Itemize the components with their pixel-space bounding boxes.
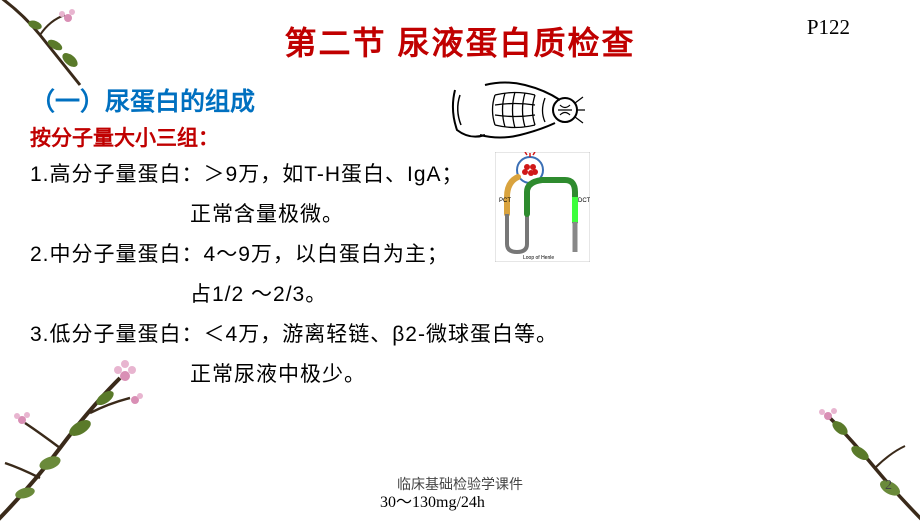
sub-heading: 按分子量大小三组： xyxy=(30,122,219,152)
list-item-2-cont: 占1/2 ～2/3。 xyxy=(190,278,327,308)
list-item-2: 2.中分子量蛋白：4～9万，以白蛋白为主； xyxy=(30,238,449,268)
page-number: 2 xyxy=(885,478,892,494)
nephron-diagram-icon: PCT DCT Loop of Henle xyxy=(495,152,590,262)
dct-label: DCT xyxy=(578,198,590,204)
footer-range-text: 30～130mg/24h xyxy=(380,488,485,512)
list-item-1-cont: 正常含量极微。 xyxy=(190,198,344,228)
list-item-3-cont: 正常尿液中极少。 xyxy=(190,358,366,388)
list-item-3: 3.低分子量蛋白：＜4万，游离轻链、β2-微球蛋白等。 xyxy=(30,318,558,348)
branch-bottom-left-icon xyxy=(0,348,190,528)
pct-label: PCT xyxy=(499,198,511,204)
glomerulus-sketch-icon xyxy=(445,75,590,145)
list-item-1: 1.高分子量蛋白：＞9万，如T-H蛋白、IgA； xyxy=(30,158,464,188)
branch-bottom-right-icon xyxy=(780,398,920,528)
loop-label: Loop of Henle xyxy=(523,255,554,261)
slide-title: 第二节 尿液蛋白质检查 xyxy=(0,18,920,64)
section-heading: （一）尿蛋白的组成 xyxy=(30,82,255,118)
